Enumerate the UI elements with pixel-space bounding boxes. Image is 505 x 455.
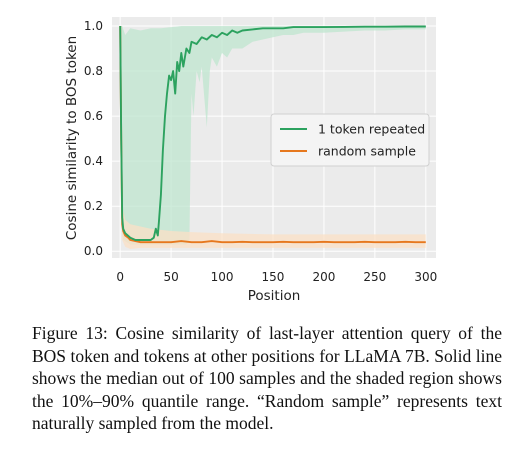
y-tick-label: 0.6 xyxy=(84,109,103,123)
x-tick-label: 300 xyxy=(414,270,437,284)
x-tick-label: 100 xyxy=(211,270,234,284)
x-tick-label: 200 xyxy=(312,270,335,284)
y-tick-label: 0.8 xyxy=(84,64,103,78)
x-tick-label: 0 xyxy=(116,270,124,284)
chart: 0 50 100 150 200 250 300 0.0 0.2 0.4 0.6 0.8 1.0 Po… xyxy=(64,17,437,304)
y-tick-label: 0.0 xyxy=(84,244,103,258)
y-tick-label: 0.4 xyxy=(84,154,103,168)
legend: 1 token repeated random sample xyxy=(270,113,430,167)
series-lines xyxy=(119,25,426,244)
series-line-0 xyxy=(119,25,426,241)
x-tick-label: 50 xyxy=(163,270,178,284)
figure-caption: Figure 13: Cosine similarity of last-lay… xyxy=(32,323,502,433)
x-tick-label: 250 xyxy=(363,270,386,284)
legend-label: random sample xyxy=(318,144,416,159)
x-tick-labels: 0 50 100 150 200 250 300 xyxy=(116,270,437,284)
y-axis-label: Cosine similarity to BOS token xyxy=(64,36,80,240)
quantile-band-0 xyxy=(120,26,426,245)
y-tick-labels: 0.0 0.2 0.4 0.6 0.8 1.0 xyxy=(84,19,103,258)
y-tick-label: 1.0 xyxy=(84,19,103,33)
y-tick-label: 0.2 xyxy=(84,199,103,213)
x-axis-label: Position xyxy=(248,288,301,304)
x-tick-label: 150 xyxy=(262,270,285,284)
legend-box xyxy=(270,113,430,167)
series-line-1 xyxy=(119,25,426,244)
quantile-bands xyxy=(120,26,426,249)
legend-label: 1 token repeated xyxy=(318,122,425,137)
